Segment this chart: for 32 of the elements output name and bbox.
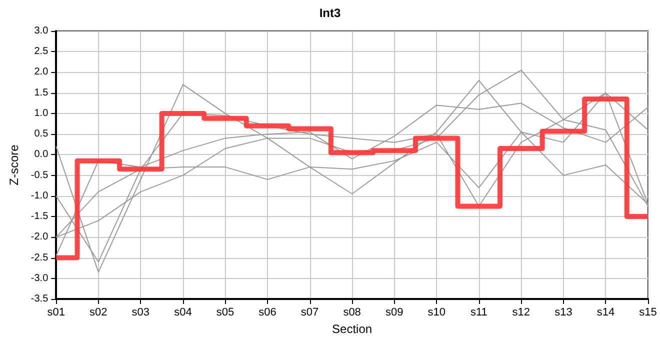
y-tick-label: -2.0: [30, 232, 49, 243]
y-tick-label: 3.0: [34, 26, 49, 36]
x-tick-label: s01: [47, 306, 66, 318]
x-tick-label: s05: [216, 306, 234, 318]
x-tick-label: s02: [90, 306, 108, 318]
y-tick-label: -3.0: [30, 272, 49, 284]
x-tick-label: s15: [639, 306, 657, 318]
y-axis-title: Z-score: [7, 144, 21, 186]
x-tick-label: s09: [385, 306, 404, 318]
x-tick-label: s11: [470, 306, 488, 318]
x-tick-label: s12: [512, 306, 530, 318]
x-tick-label: s13: [554, 306, 572, 318]
y-tick-label: -0.5: [30, 170, 49, 181]
x-tick-label: s14: [596, 306, 615, 318]
y-tick-label: -1.5: [30, 211, 49, 222]
y-tick-label: -1.0: [30, 190, 49, 202]
x-tick-label: s07: [300, 306, 319, 318]
y-tick-label: 1.0: [34, 108, 49, 119]
x-tick-label: s04: [174, 306, 192, 318]
y-tick-label: -3.5: [30, 294, 49, 304]
y-tick-label: 0.5: [34, 128, 49, 140]
chart-title: Int3: [319, 6, 341, 20]
y-tick-label: 2.0: [34, 66, 49, 78]
x-tick-label: s03: [132, 306, 150, 318]
y-tick-label: 0.0: [34, 149, 49, 160]
x-axis-title: Section: [332, 322, 372, 336]
x-tick-label: s08: [343, 306, 361, 318]
y-tick-label: 2.5: [34, 46, 49, 58]
y-tick-label: 1.5: [34, 87, 49, 98]
y-tick-label: -2.5: [30, 252, 49, 264]
x-tick-label: s10: [428, 306, 446, 318]
x-tick-label: s06: [258, 306, 276, 318]
